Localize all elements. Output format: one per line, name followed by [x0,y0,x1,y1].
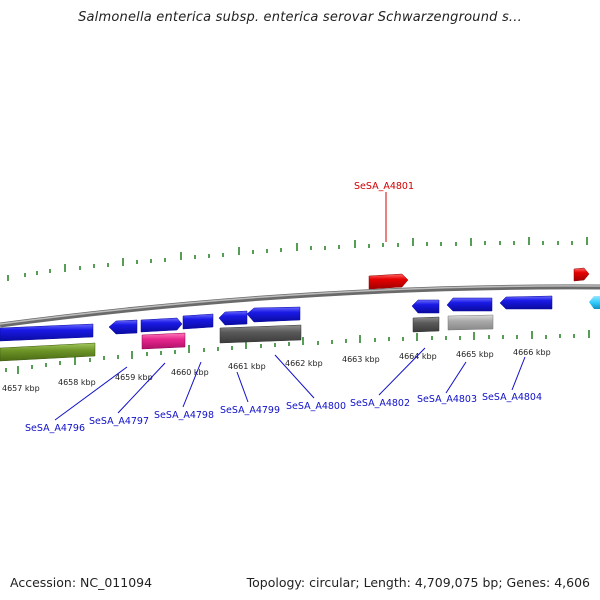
gene-feature-magenta[interactable] [141,332,186,350]
kbp-label: 4664 kbp [399,352,437,361]
gene-feature-blue[interactable] [446,297,493,312]
leader-line [236,371,249,403]
gene-feature-dark-gray[interactable] [219,324,302,344]
gene-label[interactable]: SeSA_A4800 [286,401,346,412]
gene-feature-blue[interactable] [411,299,440,314]
gene-feature-blue[interactable] [246,306,301,323]
gene-label[interactable]: SeSA_A4797 [89,416,149,427]
gene-feature-red[interactable] [573,267,590,282]
gene-feature-blue[interactable] [182,313,214,330]
leader-line [445,361,467,394]
gene-feature-blue[interactable] [140,317,183,333]
gene-feature-light-gray[interactable] [447,314,494,331]
leader-line [54,366,128,421]
cds-row-forward [0,295,553,342]
gene-label[interactable]: SeSA_A4799 [220,405,280,416]
gene-label[interactable]: SeSA_A4801 [354,181,414,192]
gene-label[interactable]: SeSA_A4803 [417,394,477,405]
gene-label[interactable]: SeSA_A4796 [25,423,85,434]
kbp-label: 4665 kbp [456,350,494,359]
gene-feature-cyan[interactable] [589,296,600,309]
gene-feature-olive[interactable] [0,342,96,362]
kbp-label: 4662 kbp [285,359,323,368]
feature-row-other [0,314,494,362]
leader-line [117,362,166,414]
gene-leader-lines [54,192,526,421]
gene-feature-blue[interactable] [499,295,553,310]
leader-line [182,361,202,408]
kbp-label: 4658 kbp [58,378,96,387]
gene-feature-blue[interactable] [218,310,248,326]
gene-labels: SeSA_A4801 SeSA_A4796 SeSA_A4797 SeSA_A4… [25,181,542,434]
kbp-label: 4657 kbp [2,384,40,393]
leader-line [378,347,426,396]
outer-tick-ring [7,237,588,281]
leader-line [511,356,526,391]
kbp-label: 4659 kbp [115,373,153,382]
gene-feature-blue[interactable] [108,319,138,335]
kbp-label: 4663 kbp [342,355,380,364]
accession-text: Accession: NC_011094 [10,575,153,590]
kbp-label: 4661 kbp [228,362,266,371]
genome-backbone [0,284,600,328]
genome-summary-text: Topology: circular; Length: 4,709,075 bp… [246,575,590,590]
inner-tick-ring [5,330,590,374]
leader-line [274,354,315,399]
kbp-label: 4660 kbp [171,368,209,377]
gene-feature-red[interactable] [368,273,409,290]
gene-feature-dark-gray[interactable] [412,316,440,333]
gene-label[interactable]: SeSA_A4802 [350,398,410,409]
kbp-label: 4666 kbp [513,348,551,357]
kbp-labels: 4657 kbp 4658 kbp 4659 kbp 4660 kbp 4661… [2,348,551,393]
gene-label[interactable]: SeSA_A4798 [154,410,214,421]
genome-title: Salmonella enterica subsp. enterica sero… [78,10,522,25]
gene-feature-blue[interactable] [0,323,94,342]
gene-label[interactable]: SeSA_A4804 [482,392,542,403]
